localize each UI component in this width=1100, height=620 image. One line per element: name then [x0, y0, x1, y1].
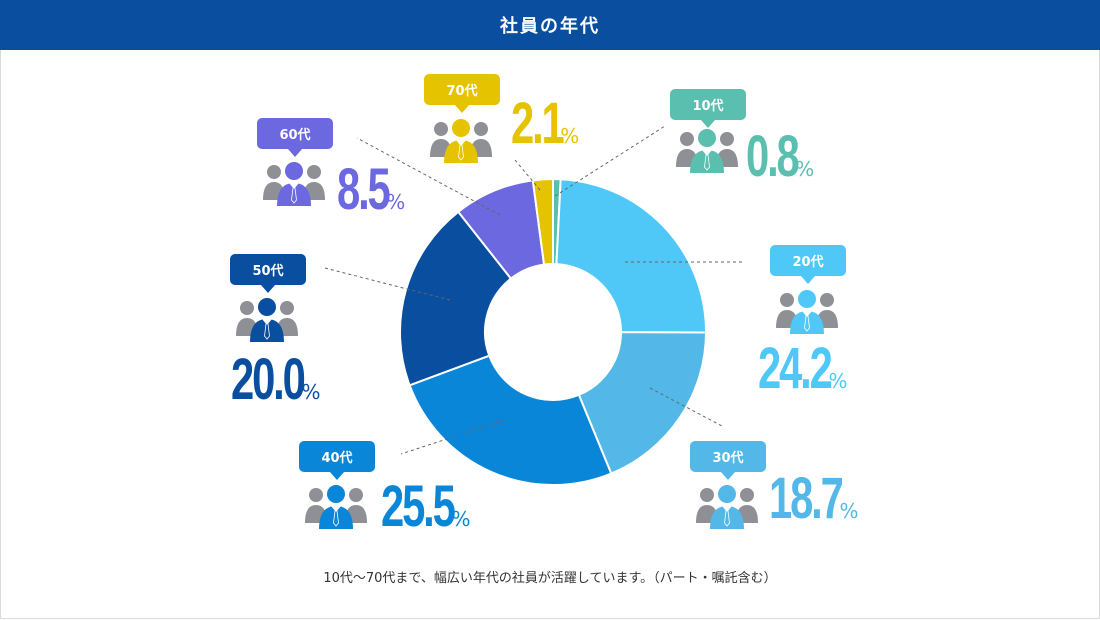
people-group-icon-40s [305, 485, 367, 529]
age-tag-70s: 70代 [424, 74, 500, 113]
age-tag-label: 70代 [446, 84, 478, 99]
percent-sign: % [795, 157, 815, 181]
people-group-icon-50s [236, 298, 298, 342]
percent-label-30s: 18.7% [769, 470, 859, 528]
percent-value: 20.0 [231, 347, 306, 412]
age-tag-40s: 40代 [299, 441, 375, 480]
age-tag-10s: 10代 [670, 89, 746, 128]
donut-slice-70s [531, 177, 554, 266]
leader-line-40s [400, 419, 506, 455]
percent-sign: % [386, 190, 406, 214]
donut-slice-40s [408, 354, 613, 486]
percent-value: 18.7 [769, 466, 844, 531]
percent-value: 2.1 [511, 91, 565, 156]
age-tag-60s: 60代 [257, 118, 333, 157]
percent-sign: % [560, 124, 580, 148]
percent-label-60s: 8.5% [337, 161, 405, 219]
percent-sign: % [451, 507, 471, 531]
age-tag-label: 10代 [692, 99, 724, 114]
percent-label-10s: 0.8% [746, 128, 814, 186]
age-tag-20s: 20代 [770, 245, 846, 284]
age-tag-label: 60代 [279, 128, 311, 143]
people-group-icon-20s [776, 290, 838, 334]
leader-line-70s [514, 159, 541, 191]
percent-label-40s: 25.5% [381, 478, 471, 536]
people-group-icon-70s [430, 119, 492, 163]
page-title: 社員の年代 [500, 16, 600, 37]
percent-value: 0.8 [746, 124, 800, 189]
people-group-icon-30s [696, 485, 758, 529]
percent-value: 24.2 [758, 336, 833, 401]
percent-sign: % [828, 369, 848, 393]
percent-value: 25.5 [381, 474, 456, 539]
people-group-icon-10s [676, 129, 738, 173]
age-tag-label: 30代 [712, 451, 744, 466]
age-tag-50s: 50代 [230, 254, 306, 293]
percent-label-20s: 24.2% [758, 340, 848, 398]
age-tag-30s: 30代 [690, 441, 766, 480]
age-tag-label: 50代 [252, 264, 284, 279]
donut-slice-20s [555, 178, 707, 334]
footnote: 10代〜70代まで、幅広い年代の社員が活躍しています。（パート・嘱託含む） [323, 571, 777, 586]
age-tag-label: 40代 [321, 451, 353, 466]
percent-sign: % [301, 380, 321, 404]
header-bar: 社員の年代 [0, 0, 1100, 50]
percent-value: 8.5 [337, 157, 391, 222]
leader-line-30s [649, 387, 723, 427]
percent-sign: % [839, 499, 859, 523]
donut-slice-30s [577, 331, 708, 475]
percent-label-70s: 2.1% [511, 95, 579, 153]
percent-label-50s: 20.0% [231, 351, 321, 409]
age-tag-label: 20代 [792, 255, 824, 270]
people-group-icon-60s [263, 162, 325, 206]
donut-slice-50s [399, 210, 513, 387]
leader-line-10s [554, 125, 666, 197]
